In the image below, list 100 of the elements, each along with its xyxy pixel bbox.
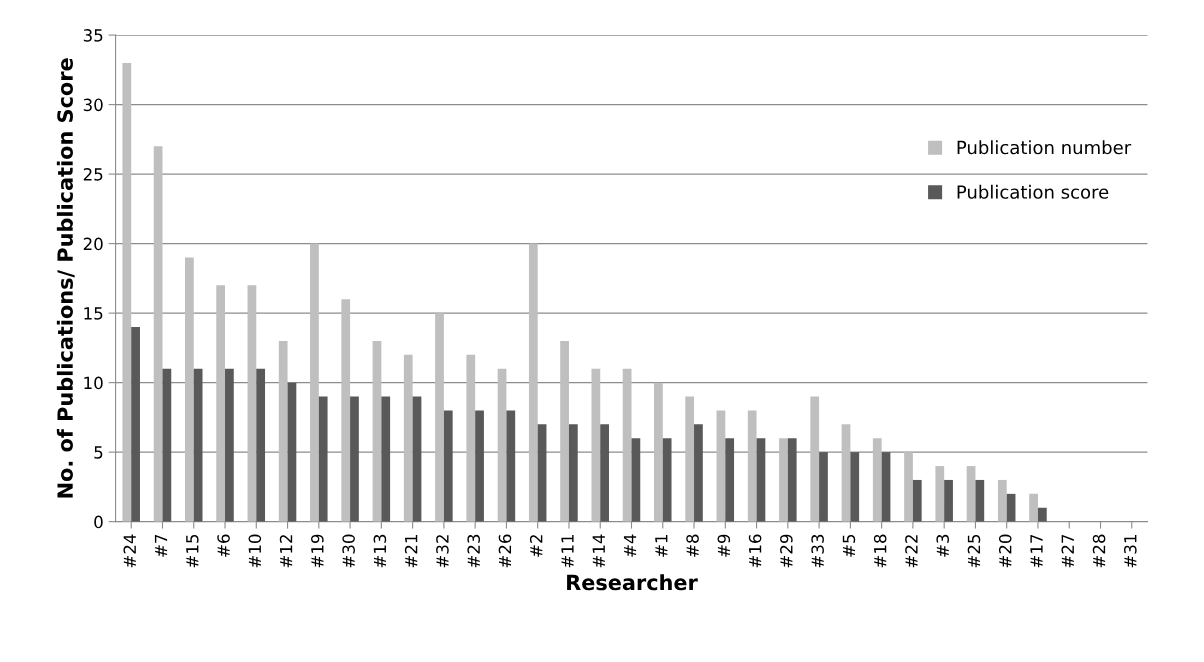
x-tick-label: #2: [529, 535, 543, 557]
bar: [872, 438, 882, 522]
x-tick-label: #18: [873, 534, 887, 568]
bar: [435, 313, 444, 522]
x-tick-label: #24: [123, 534, 136, 568]
bar: [412, 396, 422, 522]
bar: [122, 62, 132, 522]
bar: [935, 466, 945, 522]
x-tick-label: #6: [217, 534, 230, 557]
x-tick-label: #19: [311, 534, 324, 568]
bar: [153, 146, 163, 522]
x-tick-label: #4: [623, 534, 637, 557]
x-tick-label: #32: [436, 535, 449, 568]
bar: [131, 327, 140, 522]
bar: [225, 368, 234, 522]
bar: [716, 410, 726, 522]
x-tick-label: #30: [342, 534, 355, 568]
bar: [997, 479, 1007, 522]
x-tick-label: #5: [842, 534, 856, 557]
bar: [1029, 493, 1038, 522]
bar: [725, 438, 735, 522]
x-tick-label: #25: [967, 534, 981, 568]
x-tick-label: #23: [467, 534, 480, 568]
x-tick-label: #17: [1030, 534, 1043, 568]
x-tick-label: #15: [186, 534, 199, 568]
x-tick-label: #10: [248, 534, 262, 568]
bar: [350, 396, 359, 522]
bar: [912, 479, 922, 522]
y-axis-title: No. of Publications/ Publication Score: [56, 58, 75, 498]
bar: [654, 382, 663, 522]
x-tick-label: #3: [936, 534, 950, 557]
y-tick-label: 5: [94, 446, 103, 459]
bar: [475, 410, 484, 522]
x-tick-label: #7: [154, 534, 168, 557]
bar: [694, 424, 703, 522]
bar: [631, 438, 641, 522]
legend-label: Publication score: [957, 184, 1109, 199]
bar: [685, 396, 695, 522]
bar: [443, 410, 453, 522]
bar: [193, 368, 203, 522]
x-tick-label: #20: [998, 534, 1012, 568]
bar: [537, 424, 547, 522]
bar: [256, 368, 266, 522]
bar: [162, 368, 172, 522]
y-tick-label: 25: [83, 168, 103, 181]
x-tick-label: #16: [748, 534, 762, 568]
bar: [966, 466, 976, 522]
x-tick-label: #21: [404, 535, 418, 568]
x-tick-label: #31: [1124, 535, 1137, 568]
x-tick-label: #11: [561, 535, 574, 568]
bar: [850, 452, 860, 522]
x-tick-label: #27: [1061, 534, 1074, 568]
x-axis-title: Researcher: [567, 574, 698, 591]
bar: [747, 410, 757, 522]
x-tick-label: #13: [373, 534, 387, 568]
bar: [975, 479, 985, 522]
x-tick-label: #8: [686, 534, 699, 557]
x-tick-label: #12: [279, 535, 293, 568]
bar: [528, 243, 538, 522]
bar: [466, 354, 476, 522]
bar: [1037, 507, 1047, 522]
y-tick-label: 20: [83, 237, 103, 251]
bar: [287, 382, 297, 522]
bar: [600, 424, 609, 522]
bar: [819, 452, 828, 522]
y-tick-label: 35: [83, 29, 103, 42]
bar: [497, 368, 507, 522]
bar: [787, 438, 797, 522]
bar: [841, 424, 851, 522]
bar: [278, 340, 288, 522]
x-tick-label: #1: [655, 535, 668, 557]
y-tick-label: 0: [94, 515, 103, 529]
bar: [944, 479, 953, 522]
bar: [310, 243, 319, 522]
x-tick-label: #29: [780, 534, 793, 568]
y-tick-label: 15: [84, 307, 103, 320]
bar: [185, 257, 194, 522]
bar: [756, 438, 766, 522]
x-tick-label: #22: [905, 535, 918, 568]
bar: [372, 340, 382, 522]
x-tick-label: #28: [1092, 534, 1106, 568]
bar: [247, 285, 257, 522]
x-tick-label: #26: [498, 534, 512, 568]
bar: [779, 438, 788, 522]
y-tick-label: 30: [83, 98, 103, 112]
bar: [216, 285, 226, 522]
bar: [622, 368, 632, 522]
x-tick-label: #33: [811, 534, 824, 568]
bar: [904, 452, 913, 522]
bar: [341, 299, 351, 522]
bar: [810, 396, 820, 522]
bar: [591, 368, 601, 522]
legend-label: Publication number: [957, 140, 1132, 155]
bar: [560, 340, 569, 522]
bar: [403, 354, 413, 522]
y-tick-label: 10: [84, 376, 103, 390]
bar: [662, 438, 672, 522]
bar: [506, 410, 516, 522]
x-tick-label: #9: [717, 534, 731, 557]
bar: [318, 396, 328, 522]
